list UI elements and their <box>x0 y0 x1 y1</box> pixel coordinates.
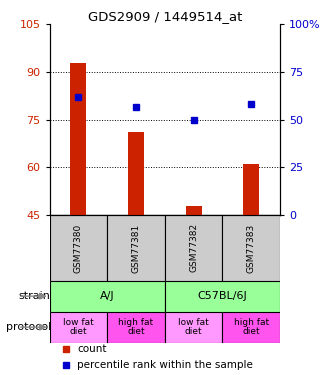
Text: low fat
diet: low fat diet <box>178 318 209 336</box>
Bar <box>50 280 165 312</box>
Bar <box>50 312 107 343</box>
Text: A/J: A/J <box>100 291 115 301</box>
Bar <box>165 215 222 280</box>
Bar <box>222 215 280 280</box>
Bar <box>107 215 165 280</box>
Text: GSM77383: GSM77383 <box>247 223 256 273</box>
Text: GSM77382: GSM77382 <box>189 224 198 273</box>
Text: low fat
diet: low fat diet <box>63 318 94 336</box>
Bar <box>186 206 202 215</box>
Text: percentile rank within the sample: percentile rank within the sample <box>77 360 253 370</box>
Text: count: count <box>77 344 107 354</box>
Bar <box>107 312 165 343</box>
Text: strain: strain <box>19 291 51 301</box>
Text: protocol: protocol <box>5 322 51 332</box>
Bar <box>70 63 86 215</box>
Bar <box>165 280 280 312</box>
Bar <box>50 215 107 280</box>
Bar <box>165 312 222 343</box>
Bar <box>222 312 280 343</box>
Text: high fat
diet: high fat diet <box>234 318 269 336</box>
Text: GSM77381: GSM77381 <box>132 223 140 273</box>
Text: GSM77380: GSM77380 <box>74 223 83 273</box>
Text: high fat
diet: high fat diet <box>118 318 154 336</box>
Title: GDS2909 / 1449514_at: GDS2909 / 1449514_at <box>88 10 242 23</box>
Text: C57BL/6J: C57BL/6J <box>197 291 247 301</box>
Bar <box>128 132 144 215</box>
Bar <box>243 164 259 215</box>
